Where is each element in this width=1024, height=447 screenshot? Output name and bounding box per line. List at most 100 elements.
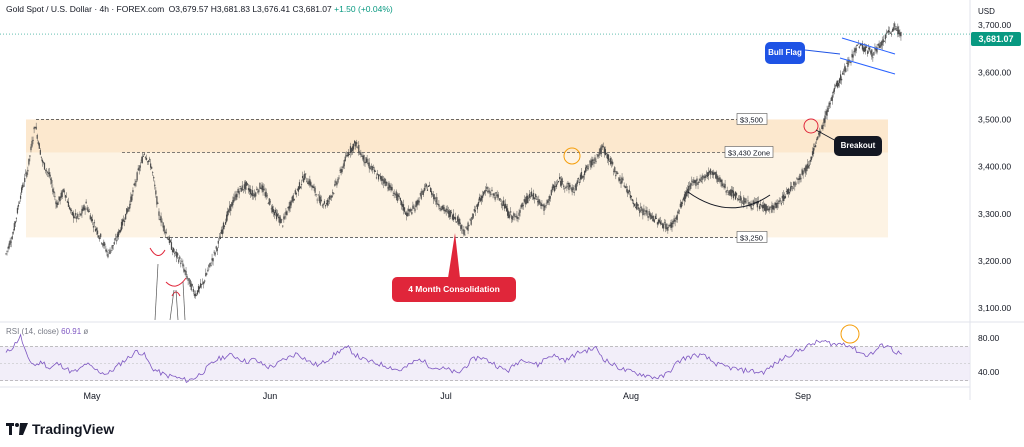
candle-body: [438, 204, 440, 207]
candle-body: [201, 284, 203, 285]
candle-body: [740, 195, 742, 201]
candle-body: [171, 249, 174, 253]
candle-body: [464, 234, 466, 236]
candle-body: [115, 240, 117, 242]
candle-body: [72, 211, 74, 216]
candle-body: [218, 236, 220, 238]
candle-body: [289, 201, 291, 209]
candle-body: [615, 174, 617, 177]
candle-body: [426, 189, 429, 191]
candle-body: [645, 210, 647, 213]
candle-body: [76, 216, 78, 220]
candle-body: [720, 179, 722, 182]
candle-body: [539, 200, 541, 203]
candle-body: [622, 178, 624, 180]
candle-body: [390, 186, 392, 191]
tradingview-brand[interactable]: TradingView: [6, 421, 114, 437]
candle-body: [336, 182, 338, 186]
level-3430-box: [724, 146, 774, 158]
candle-body: [37, 141, 39, 145]
candle-body: [510, 211, 512, 213]
candle-body: [340, 169, 342, 174]
y-tick-3400: 3,400.00: [978, 162, 1011, 172]
candle-body: [313, 186, 315, 188]
candle-body: [378, 174, 381, 176]
candle-body: [802, 170, 804, 175]
candle-body: [396, 193, 398, 201]
candle-body: [240, 188, 242, 192]
candle-body: [368, 162, 370, 169]
y-tick-3500: 3,500.00: [978, 114, 1011, 124]
candle-body: [114, 238, 116, 240]
candle-body: [606, 154, 609, 159]
x-tick-jul: Jul: [440, 391, 452, 401]
candle-body: [105, 249, 107, 252]
candle-body: [642, 210, 644, 216]
candle-body: [754, 201, 756, 203]
candle-body: [317, 194, 319, 196]
candle-body: [334, 184, 336, 186]
candle-body: [261, 184, 263, 191]
candle-body: [428, 184, 431, 186]
candle-body: [362, 156, 364, 160]
candle-body: [449, 210, 451, 217]
candle-body: [729, 189, 731, 196]
candle-body: [160, 216, 162, 223]
candle-body: [493, 193, 495, 196]
candle-body: [246, 183, 249, 185]
candle-body: [816, 139, 818, 141]
candle-body: [886, 31, 889, 33]
candle-body: [491, 189, 493, 192]
candle-body: [724, 184, 726, 188]
candle-body: [796, 178, 798, 180]
candle-body: [543, 204, 545, 211]
candle-body: [197, 286, 200, 292]
candle-body: [610, 158, 612, 165]
candle-body: [170, 242, 173, 250]
candle-body: [408, 208, 410, 212]
candle-body: [165, 232, 167, 234]
candle-body: [570, 187, 572, 190]
candle-body: [732, 190, 735, 199]
candle-body: [32, 139, 34, 142]
candle-body: [586, 165, 588, 168]
rsi-legend[interactable]: RSI (14, close) 60.91 ø: [6, 327, 88, 336]
candle-body: [304, 173, 306, 180]
candle-body: [856, 45, 858, 46]
candle-body: [817, 136, 819, 140]
candle-body: [497, 194, 499, 198]
candle-body: [433, 194, 435, 200]
candle-body: [551, 186, 553, 191]
symbol-title[interactable]: Gold Spot / U.S. Dollar · 4h · FOREX.com: [6, 4, 165, 14]
ohlc-high: H3,681.83: [210, 4, 250, 14]
candle-body: [425, 184, 428, 187]
candle-body: [572, 187, 574, 190]
candle-body: [652, 216, 654, 222]
flag-upper-line: [841, 37, 896, 55]
candle-body: [805, 165, 807, 172]
candle-body: [820, 131, 822, 133]
candle-body: [217, 240, 219, 244]
candle-body: [229, 205, 231, 211]
candle-body: [155, 190, 157, 195]
candle-body: [305, 173, 307, 175]
candle-body: [630, 195, 633, 198]
candle-body: [489, 190, 491, 194]
candle-body: [494, 196, 496, 200]
candle-body: [157, 202, 159, 204]
candle-body: [498, 198, 500, 201]
candle-body: [838, 78, 841, 83]
candle-body: [360, 152, 362, 156]
rsi-label: RSI (14, close): [6, 327, 59, 336]
candle-body: [126, 208, 128, 215]
candle-body: [183, 268, 185, 272]
candle-body: [634, 206, 637, 208]
candle-body: [656, 222, 659, 225]
candle-body: [536, 198, 538, 200]
candle-body: [265, 191, 267, 198]
candle-body: [99, 237, 101, 240]
candle-body: [512, 216, 514, 221]
candle-body: [842, 72, 844, 75]
candle-body: [147, 160, 150, 163]
